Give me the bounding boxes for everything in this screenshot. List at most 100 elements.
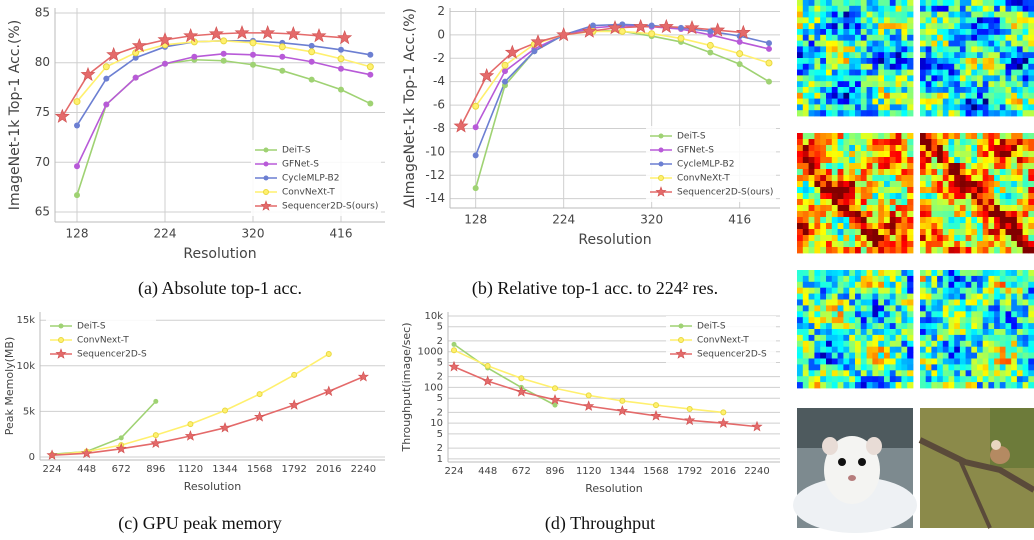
- heat-cell: [954, 0, 961, 7]
- y-tick-label: -12: [425, 168, 445, 182]
- heat-cell: [948, 293, 955, 300]
- heat-cell: [1028, 98, 1034, 105]
- heat-cell: [1022, 169, 1029, 176]
- legend-label: DeiT-S: [282, 146, 311, 156]
- point: [367, 71, 374, 78]
- heat-cell: [889, 275, 896, 283]
- heat-cell: [901, 104, 908, 111]
- heat-cell: [1022, 5, 1029, 12]
- heat-cell: [988, 163, 995, 170]
- heat-cell: [1011, 334, 1018, 342]
- heat-cell: [808, 229, 815, 236]
- heat-cell: [977, 346, 984, 353]
- heat-cell: [931, 17, 938, 24]
- heat-cell: [860, 52, 867, 59]
- heat-cell: [889, 104, 896, 111]
- heat-cell: [982, 139, 989, 146]
- heat-cell: [843, 75, 850, 82]
- heat-cell: [994, 199, 1001, 206]
- heat-cell: [849, 75, 856, 82]
- heat-cell: [1022, 34, 1029, 41]
- heat-cell: [1022, 229, 1029, 236]
- heat-cell: [994, 275, 1001, 283]
- legend-marker: [263, 175, 269, 181]
- heat-cell: [954, 340, 961, 348]
- heat-cell: [948, 58, 955, 65]
- heat-cell: [843, 11, 850, 18]
- ear: [866, 437, 882, 455]
- heat-cell: [820, 247, 827, 254]
- heat-cell: [1028, 175, 1034, 182]
- heat-cell: [814, 247, 821, 254]
- heat-cell: [814, 217, 821, 224]
- heat-cell: [820, 382, 827, 389]
- star-marker: [357, 370, 369, 382]
- heat-cell: [982, 87, 989, 94]
- x-tick-label: 1568: [643, 466, 668, 477]
- heat-cell: [808, 334, 815, 342]
- heat-cell: [931, 52, 938, 59]
- heat-cell: [1028, 352, 1034, 359]
- heat-cell: [948, 98, 955, 105]
- heat-cell: [988, 187, 995, 194]
- heat-cell: [860, 98, 867, 105]
- heat-cell: [931, 175, 938, 182]
- heat-cell: [797, 334, 804, 342]
- heat-cell: [971, 145, 978, 152]
- heat-cell: [866, 133, 873, 140]
- heat-cell: [1028, 17, 1034, 24]
- heat-cell: [942, 205, 949, 212]
- heat-cell: [1005, 358, 1012, 365]
- heat-cell: [965, 0, 972, 7]
- heat-cell: [982, 211, 989, 218]
- heat-cell: [872, 247, 879, 254]
- heat-cell: [831, 346, 838, 353]
- heat-cell: [884, 340, 891, 348]
- heat-cell: [808, 247, 815, 254]
- heat-cell: [889, 81, 896, 88]
- heat-cell: [1028, 199, 1034, 206]
- heat-cell: [942, 157, 949, 164]
- heat-cell: [843, 346, 850, 353]
- heat-cell: [884, 376, 891, 383]
- heat-cell: [843, 229, 850, 236]
- heat-cell: [884, 69, 891, 76]
- heat-cell: [959, 293, 966, 300]
- heat-cell: [843, 352, 850, 359]
- heat-cell: [826, 211, 833, 218]
- heat-cell: [802, 364, 809, 371]
- heat-cell: [1022, 323, 1029, 330]
- heat-cell: [884, 358, 891, 365]
- heat-cell: [802, 5, 809, 12]
- heat-cell: [814, 58, 821, 65]
- heat-cell: [855, 63, 862, 70]
- heat-cell: [1005, 247, 1012, 254]
- heat-cell: [937, 370, 944, 377]
- heat-cell: [925, 376, 932, 383]
- heat-cell: [820, 293, 827, 300]
- heat-cell: [802, 110, 809, 117]
- heat-cell: [814, 323, 821, 330]
- heat-cell: [884, 63, 891, 70]
- heat-cell: [999, 376, 1006, 383]
- heat-cell: [971, 17, 978, 24]
- heat-cell: [901, 139, 908, 146]
- heat-cell: [948, 181, 955, 188]
- heat-cell: [802, 34, 809, 41]
- heat-cell: [954, 317, 961, 324]
- heat-cell: [872, 241, 879, 248]
- heat-cell: [860, 40, 867, 47]
- heat-cell: [1005, 40, 1012, 47]
- eye: [858, 458, 866, 466]
- heat-cell: [920, 217, 927, 224]
- heat-cell: [901, 181, 908, 188]
- heat-cell: [860, 275, 867, 283]
- heat-cell: [965, 352, 972, 359]
- heat-cell: [826, 235, 833, 242]
- bird: [990, 446, 1010, 464]
- point: [152, 432, 159, 439]
- heat-cell: [1022, 364, 1029, 371]
- heat-cell: [808, 382, 815, 389]
- heat-cell: [820, 205, 827, 212]
